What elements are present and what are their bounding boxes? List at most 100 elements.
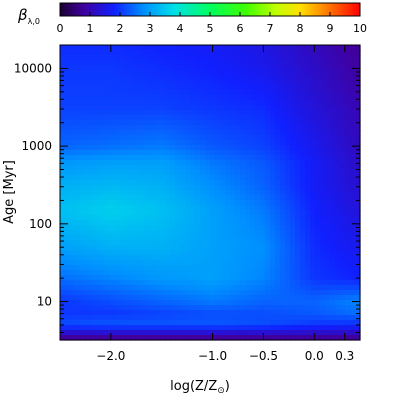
heatmap-cell [245,45,251,51]
heatmap-cell [305,75,311,81]
heatmap-cell [60,50,66,56]
heatmap-cell [95,135,101,141]
heatmap-cell [205,330,211,336]
heatmap-cell [285,135,291,141]
heatmap-cell [80,305,86,311]
heatmap-cell [300,230,306,236]
heatmap-cell [355,270,361,276]
heatmap-cell [330,55,336,61]
heatmap-cell [340,120,346,126]
heatmap-cell [140,335,146,341]
heatmap-cell [325,210,331,216]
heatmap-cell [300,80,306,86]
heatmap-cell [170,45,176,51]
heatmap-cell [145,110,151,116]
heatmap-cell [340,175,346,181]
heatmap-cell [260,325,266,331]
heatmap-cell [240,55,246,61]
heatmap-cell [90,145,96,151]
heatmap-cell [120,225,126,231]
heatmap-cell [250,190,256,196]
heatmap-cell [175,250,181,256]
heatmap-cell [235,160,241,166]
heatmap-cell [190,160,196,166]
heatmap-cell [250,90,256,96]
heatmap-cell [70,265,76,271]
heatmap-cell [135,330,141,336]
heatmap-cell [140,135,146,141]
heatmap-cell [120,280,126,286]
heatmap-cell [140,120,146,126]
heatmap-cell [185,280,191,286]
heatmap-cell [280,185,286,191]
heatmap-cell [310,155,316,161]
heatmap-cell [230,180,236,186]
heatmap-cell [130,65,136,71]
heatmap-cell [230,50,236,56]
heatmap-cell [350,225,356,231]
heatmap-cell [320,65,326,71]
heatmap-cell [190,75,196,81]
heatmap-cell [150,80,156,86]
heatmap-cell [155,225,161,231]
heatmap-cell [190,315,196,321]
heatmap-cell [255,135,261,141]
heatmap-cell [100,80,106,86]
heatmap-cell [145,220,151,226]
heatmap-cell [185,70,191,76]
heatmap-cell [85,270,91,276]
heatmap-cell [160,150,166,156]
heatmap-cell [110,280,116,286]
heatmap-cell [270,115,276,121]
heatmap-cell [335,275,341,281]
heatmap-cell [340,220,346,226]
heatmap-cell [320,45,326,51]
heatmap-cell [300,180,306,186]
heatmap-cell [210,55,216,61]
heatmap-cell [105,265,111,271]
heatmap-cell [280,200,286,206]
heatmap-cell [305,235,311,241]
heatmap-cell [245,260,251,266]
heatmap-cell [110,180,116,186]
heatmap-cell [270,310,276,316]
heatmap-cell [125,290,131,296]
heatmap-cell [285,120,291,126]
heatmap-cell [215,320,221,326]
heatmap-cell [270,315,276,321]
heatmap-cell [190,235,196,241]
heatmap-cell [315,245,321,251]
heatmap-cell [205,190,211,196]
heatmap-cell [310,215,316,221]
heatmap-cell [275,320,281,326]
heatmap-cell [90,215,96,221]
heatmap-cell [350,145,356,151]
heatmap-cell [80,280,86,286]
heatmap-cell [265,70,271,76]
heatmap-cell [290,200,296,206]
heatmap-cell [320,85,326,91]
heatmap-cell [275,225,281,231]
heatmap-cell [325,295,331,301]
heatmap-cell [280,60,286,66]
heatmap-cell [60,70,66,76]
heatmap-cell [85,225,91,231]
heatmap-cell [110,145,116,151]
heatmap-cell [120,165,126,171]
heatmap-cell [205,205,211,211]
heatmap-cell [325,300,331,306]
heatmap-cell [75,250,81,256]
heatmap-cell [120,100,126,106]
heatmap-cell [60,145,66,151]
heatmap-cell [160,220,166,226]
heatmap-cell [120,125,126,131]
heatmap-cell [140,265,146,271]
heatmap-cell [335,310,341,316]
heatmap-cell [295,170,301,176]
heatmap-cell [205,155,211,161]
heatmap-cell [60,220,66,226]
heatmap-cell [320,240,326,246]
heatmap-cell [350,190,356,196]
heatmap-cell [255,255,261,261]
heatmap-cell [315,260,321,266]
